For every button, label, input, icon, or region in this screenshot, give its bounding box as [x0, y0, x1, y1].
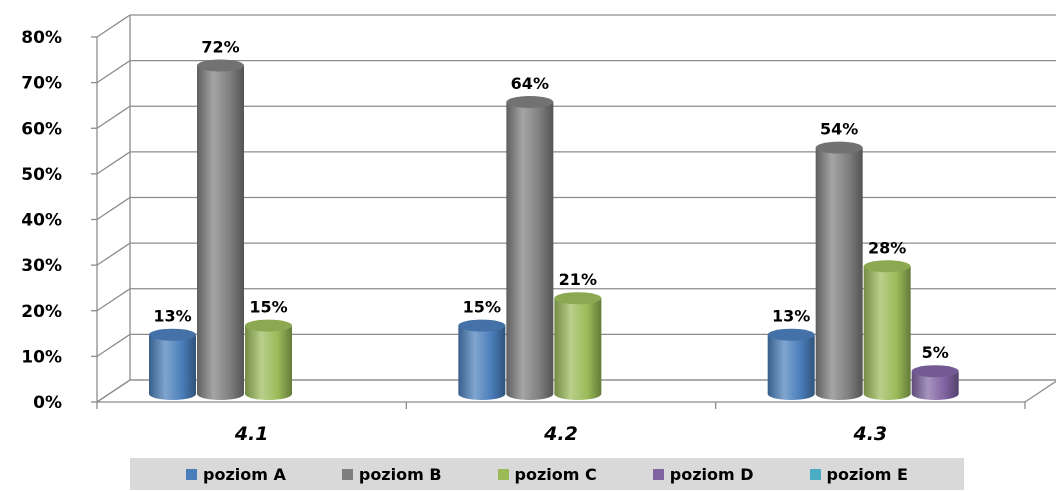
x-tick-label: 4.3	[852, 423, 887, 445]
bar	[911, 365, 959, 401]
bar-top	[554, 292, 602, 305]
legend-item: poziom E	[809, 464, 908, 484]
bar	[506, 96, 554, 400]
bar-top	[149, 328, 196, 341]
legend-swatch	[652, 468, 664, 480]
y-tick-label: 70%	[21, 74, 62, 94]
bar-body	[863, 266, 911, 401]
data-label: 15%	[463, 298, 501, 317]
gridline-side	[96, 14, 131, 38]
data-label: 21%	[559, 270, 597, 289]
x-tick-label: 4.1	[234, 423, 269, 445]
legend-label: poziom A	[203, 464, 286, 484]
bar	[767, 328, 815, 401]
bar	[863, 260, 911, 401]
bar-body	[506, 102, 554, 400]
bar-body	[197, 65, 244, 401]
y-tick-label: 30%	[21, 256, 62, 276]
x-axis: 4.1 4.2 4.3	[96, 402, 1026, 445]
legend-item: poziom B	[341, 464, 442, 484]
bars	[149, 59, 959, 401]
bar-top	[815, 141, 863, 154]
bar-body	[815, 147, 863, 401]
data-label: 54%	[820, 120, 858, 139]
bar	[458, 319, 506, 401]
legend-swatch	[497, 468, 509, 480]
y-tick-label: 50%	[21, 165, 62, 185]
bar-body	[149, 334, 196, 401]
bar-top	[767, 328, 815, 341]
bar	[245, 319, 292, 401]
legend-item: poziom C	[497, 464, 597, 484]
bar-body	[554, 298, 602, 401]
bar	[197, 59, 244, 401]
data-label: 13%	[772, 307, 810, 326]
bar-top	[197, 59, 244, 72]
gridline-side	[96, 196, 131, 221]
gridline-side	[96, 288, 131, 312]
data-label: 15%	[249, 298, 287, 317]
x-tick-label: 4.2	[543, 423, 578, 445]
gridline-side	[96, 333, 131, 357]
bar-body	[767, 334, 815, 401]
y-tick-label: 20%	[21, 302, 62, 322]
data-label: 64%	[511, 74, 549, 93]
data-label: 5%	[922, 343, 949, 362]
data-label: 72%	[201, 38, 239, 57]
bar-top	[911, 365, 959, 378]
legend-label: poziom C	[514, 464, 597, 484]
gridline-side	[96, 105, 131, 129]
bar-body	[458, 325, 506, 401]
y-tick-label: 0%	[33, 393, 62, 413]
legend-swatch	[341, 468, 353, 480]
gridline-side	[96, 60, 131, 84]
legend-label: poziom E	[826, 464, 908, 484]
gridline-side	[96, 151, 131, 175]
y-axis: 0% 10% 20% 30% 40% 50% 60% 70% 80%	[21, 28, 97, 413]
y-tick-label: 40%	[21, 211, 62, 231]
bar	[554, 292, 602, 401]
legend-label: poziom D	[669, 464, 754, 484]
bar-top	[506, 96, 554, 108]
bar-top	[245, 319, 292, 332]
legend-label: poziom B	[358, 464, 442, 484]
gridline-side	[96, 379, 131, 403]
bar-body	[911, 371, 959, 401]
bar-chart: 0% 10% 20% 30% 40% 50% 60% 70% 80% 4.1 4.2 4.3 13%…	[21, 14, 1056, 445]
bar-top	[863, 260, 911, 273]
gridline-side	[96, 242, 131, 266]
data-label: 13%	[153, 307, 191, 326]
bar-body	[245, 325, 292, 401]
legend-swatch	[809, 468, 821, 480]
y-tick-label: 60%	[21, 119, 62, 139]
data-label: 28%	[868, 238, 906, 257]
y-tick-label: 80%	[21, 28, 62, 48]
legend-item: poziom D	[652, 464, 754, 484]
bar	[815, 141, 863, 401]
legend-item: poziom A	[186, 465, 286, 484]
legend: poziom A poziom B poziom C poziom D poziom E	[130, 458, 964, 490]
data-labels: 13% 72% 15% 15% 64% 21% 13% 54% 28% 5%	[153, 38, 948, 363]
bar-top	[458, 319, 506, 332]
bar	[149, 328, 196, 401]
legend-swatch	[186, 468, 197, 480]
y-tick-label: 10%	[21, 347, 62, 367]
